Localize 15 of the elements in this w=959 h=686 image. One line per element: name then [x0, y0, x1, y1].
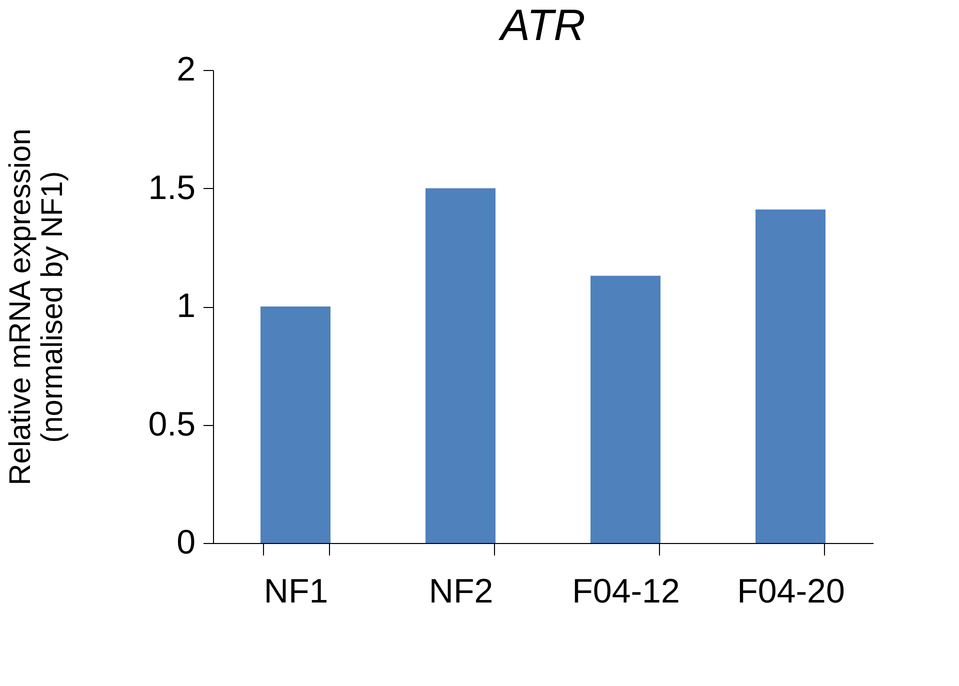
- x-tick-label: F04-20: [737, 572, 845, 610]
- y-tick-label: 1: [176, 287, 196, 325]
- bar: [590, 276, 660, 543]
- x-tick-label: NF2: [428, 572, 494, 610]
- y-axis-title: Relative mRNA expression (normalised by NF1): [4, 128, 70, 486]
- bar: [756, 210, 826, 543]
- y-tick-label: 0: [176, 524, 196, 562]
- x-tick-label: NF1: [264, 572, 328, 610]
- bar: [426, 188, 496, 543]
- x-tick-label: F04-12: [572, 572, 680, 610]
- y-tick-label: 2: [176, 50, 196, 88]
- bar: [260, 306, 330, 543]
- y-tick-label: 1.5: [148, 168, 196, 207]
- chart-title: ATR: [498, 1, 586, 50]
- y-tick-label: 0.5: [148, 405, 196, 444]
